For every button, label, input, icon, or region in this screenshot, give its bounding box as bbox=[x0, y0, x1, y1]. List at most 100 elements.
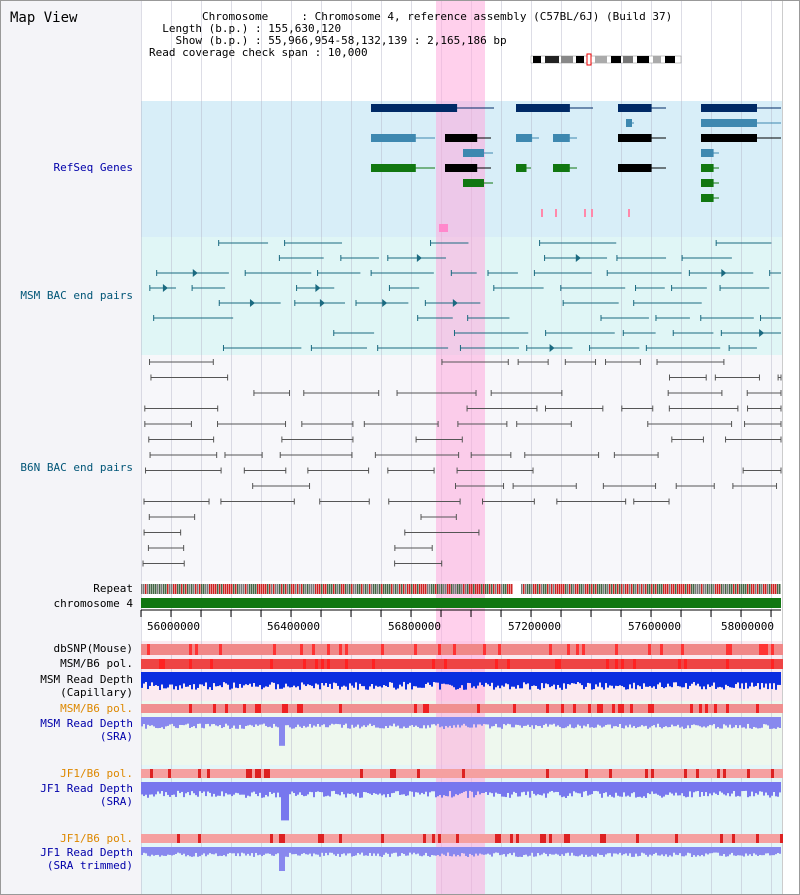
heatmap-cell bbox=[357, 659, 360, 669]
heatmap-cell bbox=[510, 834, 513, 843]
depth-bar bbox=[271, 782, 273, 794]
heatmap-cell bbox=[573, 659, 576, 669]
heatmap-cell bbox=[336, 769, 339, 778]
track-label-jf1-depth-sra[interactable]: JF1 Read Depth (SRA) bbox=[40, 782, 133, 808]
depth-bar bbox=[439, 782, 441, 795]
depth-bar bbox=[215, 847, 217, 854]
depth-bar bbox=[153, 717, 155, 727]
depth-bar bbox=[663, 847, 665, 857]
heatmap-cell bbox=[552, 834, 555, 843]
track-label-jf1-depth-trimmed[interactable]: JF1 Read Depth (SRA trimmed) bbox=[40, 846, 133, 872]
depth-bar bbox=[169, 782, 171, 797]
depth-bar bbox=[283, 672, 285, 688]
depth-bar bbox=[373, 672, 375, 689]
depth-bar bbox=[477, 717, 479, 725]
depth-bar bbox=[725, 782, 727, 796]
depth-bar bbox=[563, 717, 565, 729]
depth-bar bbox=[249, 847, 251, 856]
depth-bar bbox=[595, 782, 597, 791]
depth-bar bbox=[161, 847, 163, 856]
depth-bar bbox=[361, 717, 363, 727]
repeat-element bbox=[145, 584, 147, 594]
heatmap-cell bbox=[144, 769, 147, 778]
heatmap-cell bbox=[609, 659, 612, 669]
heatmap-cell bbox=[297, 659, 300, 669]
track-label-jf1-b6-pol-2[interactable]: JF1/B6 pol. bbox=[60, 832, 133, 845]
heatmap-cell bbox=[642, 834, 645, 843]
depth-bar bbox=[573, 672, 575, 684]
track-label-repeat[interactable]: Repeat bbox=[93, 582, 133, 595]
chromosome-ideogram[interactable] bbox=[530, 53, 686, 66]
heatmap-cell bbox=[192, 834, 195, 843]
heatmap-cell bbox=[522, 834, 525, 843]
track-label-msm-b6-pol[interactable]: MSM/B6 pol. bbox=[60, 657, 133, 670]
repeat-element bbox=[687, 584, 689, 594]
heatmap-cell bbox=[411, 769, 414, 778]
track-label-b6n-bac[interactable]: B6N BAC end pairs bbox=[20, 461, 133, 474]
heatmap-cell bbox=[660, 704, 663, 713]
depth-bar bbox=[461, 847, 463, 854]
heatmap-cell bbox=[735, 659, 738, 669]
track-label-jf1-b6-pol[interactable]: JF1/B6 pol. bbox=[60, 767, 133, 780]
heatmap-cell bbox=[210, 834, 213, 843]
depth-bar bbox=[429, 672, 431, 685]
depth-bar bbox=[517, 717, 519, 725]
depth-bar bbox=[349, 782, 351, 794]
heatmap-cell bbox=[555, 704, 558, 713]
heatmap-cell bbox=[324, 769, 327, 778]
depth-bar bbox=[521, 782, 523, 793]
track-label-msm-depth-sra[interactable]: MSM Read Depth (SRA) bbox=[40, 717, 133, 743]
depth-bar bbox=[263, 782, 265, 798]
heatmap-cell bbox=[588, 769, 591, 778]
heatmap-cell bbox=[453, 704, 456, 713]
depth-bar bbox=[777, 782, 779, 797]
repeat-element bbox=[449, 584, 451, 594]
track-label-dbsnp[interactable]: dbSNP(Mouse) bbox=[53, 642, 133, 655]
depth-bar bbox=[723, 672, 725, 690]
depth-bar bbox=[261, 717, 263, 725]
depth-bar bbox=[703, 847, 705, 857]
repeat-element bbox=[221, 584, 223, 594]
heatmap-cell bbox=[540, 834, 543, 843]
depth-bar bbox=[271, 672, 273, 683]
vertical-scrollbar[interactable] bbox=[782, 1, 799, 894]
depth-bar bbox=[779, 847, 781, 854]
depth-bar bbox=[583, 717, 585, 726]
depth-bar bbox=[505, 717, 507, 726]
heatmap-cell bbox=[342, 769, 345, 778]
repeat-element bbox=[775, 584, 777, 594]
depth-bar bbox=[233, 717, 235, 726]
depth-bar bbox=[415, 717, 417, 726]
heatmap-cell bbox=[675, 704, 678, 713]
heatmap-cell bbox=[177, 704, 180, 713]
track-label-msm-bac[interactable]: MSM BAC end pairs bbox=[20, 289, 133, 302]
repeat-element bbox=[253, 584, 255, 594]
grid-line bbox=[651, 1, 652, 894]
heatmap-cell bbox=[711, 644, 714, 655]
depth-bar bbox=[577, 847, 579, 857]
depth-bar bbox=[679, 672, 681, 687]
depth-bar bbox=[407, 847, 409, 856]
depth-bar bbox=[359, 782, 361, 798]
depth-bar bbox=[655, 782, 657, 794]
track-area[interactable]: 56000000 56400000 56800000 57200000 5760… bbox=[140, 1, 783, 894]
depth-bar bbox=[493, 717, 495, 727]
show-label: Show (b.p.) : 55,966,954-58,132,139 : 2,… bbox=[175, 34, 507, 47]
depth-bar bbox=[621, 847, 623, 856]
heatmap-cell bbox=[246, 659, 249, 669]
depth-bar bbox=[159, 847, 161, 857]
track-label-refseq[interactable]: RefSeq Genes bbox=[53, 161, 133, 174]
heatmap-cell bbox=[261, 769, 264, 778]
depth-bar bbox=[209, 717, 211, 727]
track-label-msm-depth-capillary[interactable]: MSM Read Depth (Capillary) bbox=[40, 673, 133, 699]
depth-bar bbox=[495, 847, 497, 853]
depth-bar bbox=[685, 672, 687, 684]
depth-bar bbox=[459, 847, 461, 857]
heatmap-cell bbox=[612, 704, 615, 713]
depth-bar bbox=[741, 847, 743, 856]
heatmap-cell bbox=[357, 834, 360, 843]
heatmap-cell bbox=[678, 659, 681, 669]
depth-bar bbox=[379, 717, 381, 729]
track-label-chromosome[interactable]: chromosome 4 bbox=[53, 597, 133, 610]
track-label-msm-b6-pol-2[interactable]: MSM/B6 pol. bbox=[60, 702, 133, 715]
